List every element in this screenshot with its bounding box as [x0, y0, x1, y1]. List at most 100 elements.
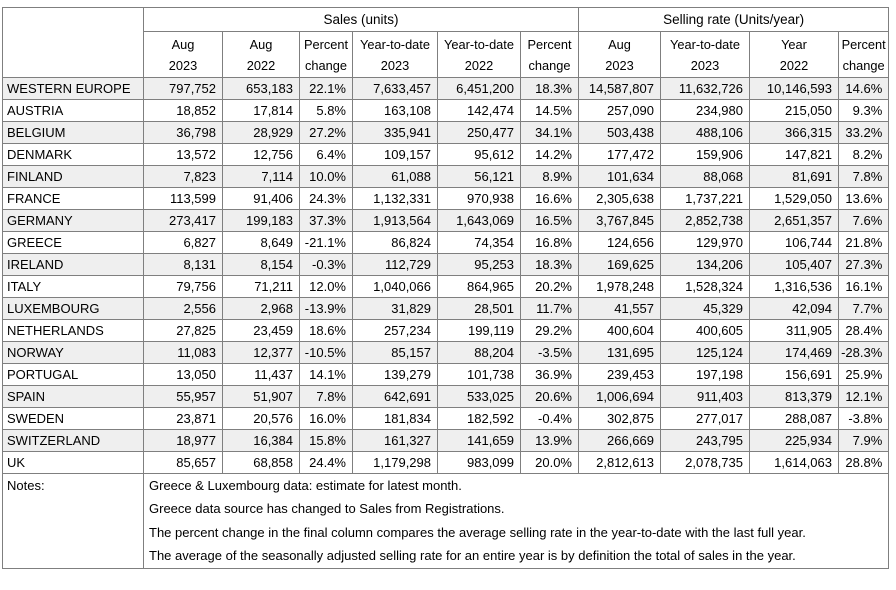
- column-header-2: Percent change: [299, 31, 353, 78]
- cell-value: 27,825: [143, 319, 223, 342]
- cell-value: 1,040,066: [352, 275, 438, 298]
- row-label: BELGIUM: [2, 121, 144, 144]
- cell-value: 533,025: [437, 385, 521, 408]
- cell-value: 311,905: [749, 319, 839, 342]
- table-row: FRANCE 113,599 91,406 24.3% 1,132,331 970,938…: [2, 187, 890, 210]
- cell-value: 12.0%: [299, 275, 353, 298]
- column-header-6: Aug 2023: [578, 31, 661, 78]
- cell-value: 74,354: [437, 231, 521, 254]
- cell-value: 161,327: [352, 429, 438, 452]
- table-row: SPAIN 55,957 51,907 7.8% 642,691 533,025 20.6%…: [2, 385, 890, 408]
- cell-value: 71,211: [222, 275, 300, 298]
- cell-value: 61,088: [352, 165, 438, 188]
- cell-value: 1,978,248: [578, 275, 661, 298]
- cell-value: 911,403: [660, 385, 750, 408]
- cell-value: 8,131: [143, 253, 223, 276]
- cell-value: 22.1%: [299, 77, 353, 100]
- cell-value: 250,477: [437, 121, 521, 144]
- cell-value: 16,384: [222, 429, 300, 452]
- cell-value: 142,474: [437, 99, 521, 122]
- cell-value: 14.6%: [837, 77, 890, 100]
- table-body: WESTERN EUROPE 797,752 653,183 22.1% 7,633,4…: [2, 77, 890, 474]
- table-row: LUXEMBOURG 2,556 2,968 -13.9% 31,829 28,501 11…: [2, 297, 890, 320]
- row-label: SWITZERLAND: [2, 429, 144, 452]
- cell-value: 112,729: [352, 253, 438, 276]
- cell-value: 45,329: [660, 297, 750, 320]
- cell-value: 86,824: [352, 231, 438, 254]
- cell-value: 28.8%: [837, 451, 890, 474]
- cell-value: 56,121: [437, 165, 521, 188]
- cell-value: 13.9%: [520, 429, 579, 452]
- cell-value: 10.0%: [299, 165, 353, 188]
- cell-value: 266,669: [578, 429, 661, 452]
- note-line: The average of the seasonally adjusted s…: [149, 548, 796, 564]
- cell-value: 95,253: [437, 253, 521, 276]
- cell-value: 79,756: [143, 275, 223, 298]
- cell-value: 5.8%: [299, 99, 353, 122]
- cell-value: 9.3%: [837, 99, 890, 122]
- column-header-5: Percent change: [520, 31, 579, 78]
- cell-value: 15.8%: [299, 429, 353, 452]
- cell-value: 174,469: [749, 341, 839, 364]
- cell-value: 2,305,638: [578, 187, 661, 210]
- cell-value: 302,875: [578, 407, 661, 430]
- cell-value: 27.2%: [299, 121, 353, 144]
- cell-value: 85,657: [143, 451, 223, 474]
- cell-value: 8.2%: [837, 143, 890, 166]
- note-line: Greece data source has changed to Sales …: [149, 501, 505, 517]
- table-row: SWEDEN 23,871 20,576 16.0% 181,834 182,592 -0.…: [2, 407, 890, 430]
- cell-value: 23,871: [143, 407, 223, 430]
- cell-value: 488,106: [660, 121, 750, 144]
- cell-value: 14,587,807: [578, 77, 661, 100]
- cell-value: 42,094: [749, 297, 839, 320]
- row-label: SWEDEN: [2, 407, 144, 430]
- corner-cell: [2, 7, 144, 78]
- cell-value: 864,965: [437, 275, 521, 298]
- cell-value: 7,823: [143, 165, 223, 188]
- cell-value: 983,099: [437, 451, 521, 474]
- cell-value: 18,977: [143, 429, 223, 452]
- cell-value: 106,744: [749, 231, 839, 254]
- row-label: NORWAY: [2, 341, 144, 364]
- cell-value: -13.9%: [299, 297, 353, 320]
- cell-value: 197,198: [660, 363, 750, 386]
- cell-value: 1,006,694: [578, 385, 661, 408]
- cell-value: 88,204: [437, 341, 521, 364]
- cell-value: 25.9%: [837, 363, 890, 386]
- cell-value: 28,501: [437, 297, 521, 320]
- column-header-1: Aug 2022: [222, 31, 300, 78]
- cell-value: 13.6%: [837, 187, 890, 210]
- cell-value: 6,451,200: [437, 77, 521, 100]
- cell-value: 1,614,063: [749, 451, 839, 474]
- table-row: GERMANY 273,417 199,183 37.3% 1,913,564 1,643…: [2, 209, 890, 232]
- cell-value: 182,592: [437, 407, 521, 430]
- cell-value: 7.9%: [837, 429, 890, 452]
- cell-value: 101,738: [437, 363, 521, 386]
- cell-value: 14.2%: [520, 143, 579, 166]
- cell-value: 16.1%: [837, 275, 890, 298]
- cell-value: 6,827: [143, 231, 223, 254]
- table-row: GREECE 6,827 8,649 -21.1% 86,824 74,354 16.8% 1…: [2, 231, 890, 254]
- cell-value: 8,154: [222, 253, 300, 276]
- cell-value: -0.3%: [299, 253, 353, 276]
- cell-value: 169,625: [578, 253, 661, 276]
- cell-value: 257,234: [352, 319, 438, 342]
- cell-value: 13,050: [143, 363, 223, 386]
- cell-value: 16.0%: [299, 407, 353, 430]
- table-row: AUSTRIA 18,852 17,814 5.8% 163,108 142,474 14.…: [2, 99, 890, 122]
- group-header-row: Sales (units) Selling rate (Units/year): [2, 7, 890, 78]
- cell-value: 400,604: [578, 319, 661, 342]
- cell-value: 1,179,298: [352, 451, 438, 474]
- row-label: NETHERLANDS: [2, 319, 144, 342]
- cell-value: 18.6%: [299, 319, 353, 342]
- cell-value: 28,929: [222, 121, 300, 144]
- cell-value: 239,453: [578, 363, 661, 386]
- cell-value: 147,821: [749, 143, 839, 166]
- cell-value: 124,656: [578, 231, 661, 254]
- cell-value: 797,752: [143, 77, 223, 100]
- cell-value: 125,124: [660, 341, 750, 364]
- table-row: PORTUGAL 13,050 11,437 14.1% 139,279 101,738 3…: [2, 363, 890, 386]
- cell-value: 88,068: [660, 165, 750, 188]
- cell-value: 95,612: [437, 143, 521, 166]
- cell-value: 13,572: [143, 143, 223, 166]
